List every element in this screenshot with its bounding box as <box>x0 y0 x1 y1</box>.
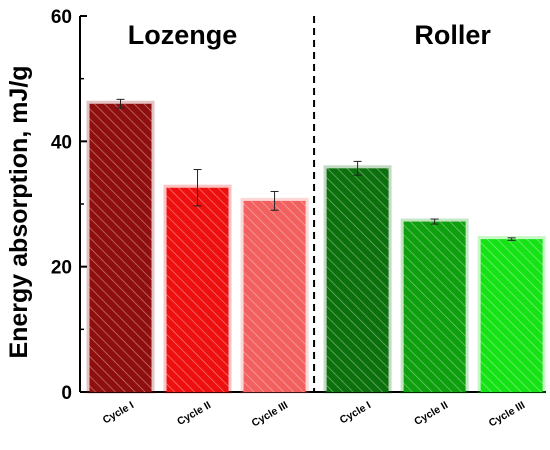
bar-hatch <box>326 168 389 392</box>
y-tick-label: 40 <box>51 132 72 153</box>
bars <box>86 98 546 394</box>
group-title: Roller <box>414 20 491 50</box>
bar-hatch <box>403 221 466 392</box>
x-tick-label: Cycle I <box>338 399 373 426</box>
y-tick-label: 20 <box>51 258 72 279</box>
y-axis-label: Energy absorption, mJ/g <box>5 65 33 358</box>
group-title: Lozenge <box>128 20 238 50</box>
bar-hatch <box>89 103 152 392</box>
y-tick-label: 60 <box>51 7 72 28</box>
x-tick-label: Cycle III <box>487 399 527 429</box>
x-tick-label: Cycle II <box>175 399 213 428</box>
x-tick-label: Cycle I <box>101 399 136 426</box>
x-tick-label: Cycle III <box>250 399 290 429</box>
x-tick-label: Cycle II <box>412 399 450 428</box>
bar-hatch <box>166 187 229 392</box>
y-tick-label: 0 <box>61 383 72 404</box>
bar-hatch <box>480 239 543 392</box>
bar-hatch <box>243 200 306 392</box>
